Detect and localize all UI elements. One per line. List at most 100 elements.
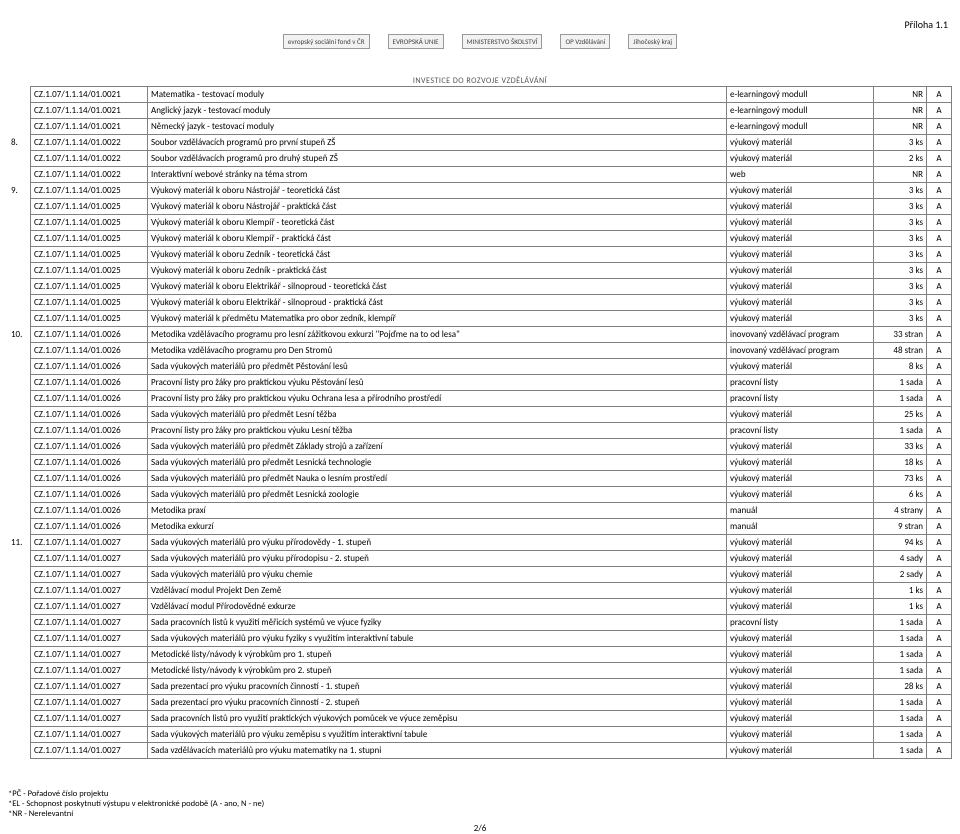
row-index bbox=[8, 103, 31, 119]
flag: A bbox=[927, 647, 952, 663]
quantity: 3 ks bbox=[874, 279, 927, 295]
row-index bbox=[8, 295, 31, 311]
table-row: 9.CZ.1.07/1.1.14/01.0025Výukový materiál… bbox=[8, 183, 952, 199]
flag: A bbox=[927, 119, 952, 135]
flag: A bbox=[927, 247, 952, 263]
quantity: 94 ks bbox=[874, 535, 927, 551]
invest-caption: INVESTICE DO ROZVOJE VZDĚLÁVÁNÍ bbox=[0, 76, 960, 86]
project-code: CZ.1.07/1.1.14/01.0027 bbox=[31, 535, 148, 551]
description: Výukový materiál k oboru Elektrikář - si… bbox=[148, 295, 727, 311]
table-row: CZ.1.07/1.1.14/01.0027Sada výukových mat… bbox=[8, 551, 952, 567]
logo-opvk-box: OP Vzdělávání bbox=[560, 34, 610, 49]
output-type: výukový materiál bbox=[727, 439, 874, 455]
output-type: výukový materiál bbox=[727, 295, 874, 311]
output-type: výukový materiál bbox=[727, 583, 874, 599]
row-index bbox=[8, 439, 31, 455]
project-code: CZ.1.07/1.1.14/01.0027 bbox=[31, 679, 148, 695]
project-code: CZ.1.07/1.1.14/01.0025 bbox=[31, 215, 148, 231]
row-index: 11. bbox=[8, 535, 31, 551]
row-index bbox=[8, 727, 31, 743]
flag: A bbox=[927, 407, 952, 423]
table-row: CZ.1.07/1.1.14/01.0021Matematika - testo… bbox=[8, 87, 952, 103]
table-row: CZ.1.07/1.1.14/01.0027Metodické listy/ná… bbox=[8, 647, 952, 663]
logo-msmt: MINISTERSTVO ŠKOLSTVÍ bbox=[462, 34, 543, 49]
output-type: výukový materiál bbox=[727, 199, 874, 215]
row-index bbox=[8, 487, 31, 503]
quantity: 1 sada bbox=[874, 631, 927, 647]
project-code: CZ.1.07/1.1.14/01.0021 bbox=[31, 119, 148, 135]
description: Sada výukových materiálů pro výuku zeměp… bbox=[148, 727, 727, 743]
description: Sada výukových materiálů pro výuku příro… bbox=[148, 551, 727, 567]
footer-line-1: *PČ - Pořadové číslo projektu bbox=[8, 789, 960, 799]
quantity: 3 ks bbox=[874, 295, 927, 311]
description: Sada výukových materiálů pro předmět Pěs… bbox=[148, 359, 727, 375]
table-row: CZ.1.07/1.1.14/01.0026Sada výukových mat… bbox=[8, 407, 952, 423]
flag: A bbox=[927, 583, 952, 599]
row-index bbox=[8, 423, 31, 439]
table-row: CZ.1.07/1.1.14/01.0025Výukový materiál k… bbox=[8, 263, 952, 279]
output-type: výukový materiál bbox=[727, 279, 874, 295]
footer-legend: *PČ - Pořadové číslo projektu *EL - Scho… bbox=[8, 789, 960, 819]
description: Pracovní listy pro žáky pro praktickou v… bbox=[148, 423, 727, 439]
output-type: výukový materiál bbox=[727, 311, 874, 327]
description: Výukový materiál k oboru Zedník - teoret… bbox=[148, 247, 727, 263]
description: Soubor vzdělávacích programů pro druhý s… bbox=[148, 151, 727, 167]
table-row: CZ.1.07/1.1.14/01.0025Výukový materiál k… bbox=[8, 247, 952, 263]
flag: A bbox=[927, 695, 952, 711]
table-row: CZ.1.07/1.1.14/01.0021Německý jazyk - te… bbox=[8, 119, 952, 135]
output-type: e-learningový modull bbox=[727, 103, 874, 119]
row-index bbox=[8, 279, 31, 295]
flag: A bbox=[927, 519, 952, 535]
row-index bbox=[8, 359, 31, 375]
project-code: CZ.1.07/1.1.14/01.0026 bbox=[31, 487, 148, 503]
output-type: výukový materiál bbox=[727, 487, 874, 503]
row-index bbox=[8, 455, 31, 471]
description: Pracovní listy pro žáky pro praktickou v… bbox=[148, 375, 727, 391]
description: Metodika praxí bbox=[148, 503, 727, 519]
project-code: CZ.1.07/1.1.14/01.0027 bbox=[31, 727, 148, 743]
flag: A bbox=[927, 199, 952, 215]
footer-line-3: *NR - Nerelevantní bbox=[8, 809, 960, 819]
table-row: CZ.1.07/1.1.14/01.0021Anglický jazyk - t… bbox=[8, 103, 952, 119]
output-type: výukový materiál bbox=[727, 215, 874, 231]
flag: A bbox=[927, 359, 952, 375]
description: Sada výukových materiálů pro předmět Nau… bbox=[148, 471, 727, 487]
row-index bbox=[8, 743, 31, 759]
flag: A bbox=[927, 231, 952, 247]
flag: A bbox=[927, 183, 952, 199]
quantity: 1 sada bbox=[874, 743, 927, 759]
project-code: CZ.1.07/1.1.14/01.0026 bbox=[31, 327, 148, 343]
description: Matematika - testovací moduly bbox=[148, 87, 727, 103]
table-row: CZ.1.07/1.1.14/01.0025Výukový materiál k… bbox=[8, 231, 952, 247]
quantity: 1 sada bbox=[874, 727, 927, 743]
output-type: e-learningový modull bbox=[727, 87, 874, 103]
project-code: CZ.1.07/1.1.14/01.0025 bbox=[31, 295, 148, 311]
row-index bbox=[8, 679, 31, 695]
project-code: CZ.1.07/1.1.14/01.0025 bbox=[31, 183, 148, 199]
project-code: CZ.1.07/1.1.14/01.0026 bbox=[31, 375, 148, 391]
row-index: 10. bbox=[8, 327, 31, 343]
quantity: 1 sada bbox=[874, 647, 927, 663]
flag: A bbox=[927, 391, 952, 407]
table-row: CZ.1.07/1.1.14/01.0026Pracovní listy pro… bbox=[8, 391, 952, 407]
output-type: inovovaný vzdělávací program bbox=[727, 327, 874, 343]
project-code: CZ.1.07/1.1.14/01.0025 bbox=[31, 263, 148, 279]
flag: A bbox=[927, 487, 952, 503]
flag: A bbox=[927, 455, 952, 471]
project-code: CZ.1.07/1.1.14/01.0022 bbox=[31, 167, 148, 183]
flag: A bbox=[927, 599, 952, 615]
flag: A bbox=[927, 375, 952, 391]
table-row: CZ.1.07/1.1.14/01.0026Sada výukových mat… bbox=[8, 455, 952, 471]
row-index bbox=[8, 471, 31, 487]
quantity: NR bbox=[874, 103, 927, 119]
output-type: výukový materiál bbox=[727, 711, 874, 727]
output-type: výukový materiál bbox=[727, 535, 874, 551]
appendix-label: Příloha 1.1 bbox=[905, 18, 948, 31]
output-type: výukový materiál bbox=[727, 743, 874, 759]
quantity: 6 ks bbox=[874, 487, 927, 503]
description: Anglický jazyk - testovací moduly bbox=[148, 103, 727, 119]
row-index bbox=[8, 631, 31, 647]
flag: A bbox=[927, 263, 952, 279]
row-index bbox=[8, 647, 31, 663]
quantity: 4 sady bbox=[874, 551, 927, 567]
